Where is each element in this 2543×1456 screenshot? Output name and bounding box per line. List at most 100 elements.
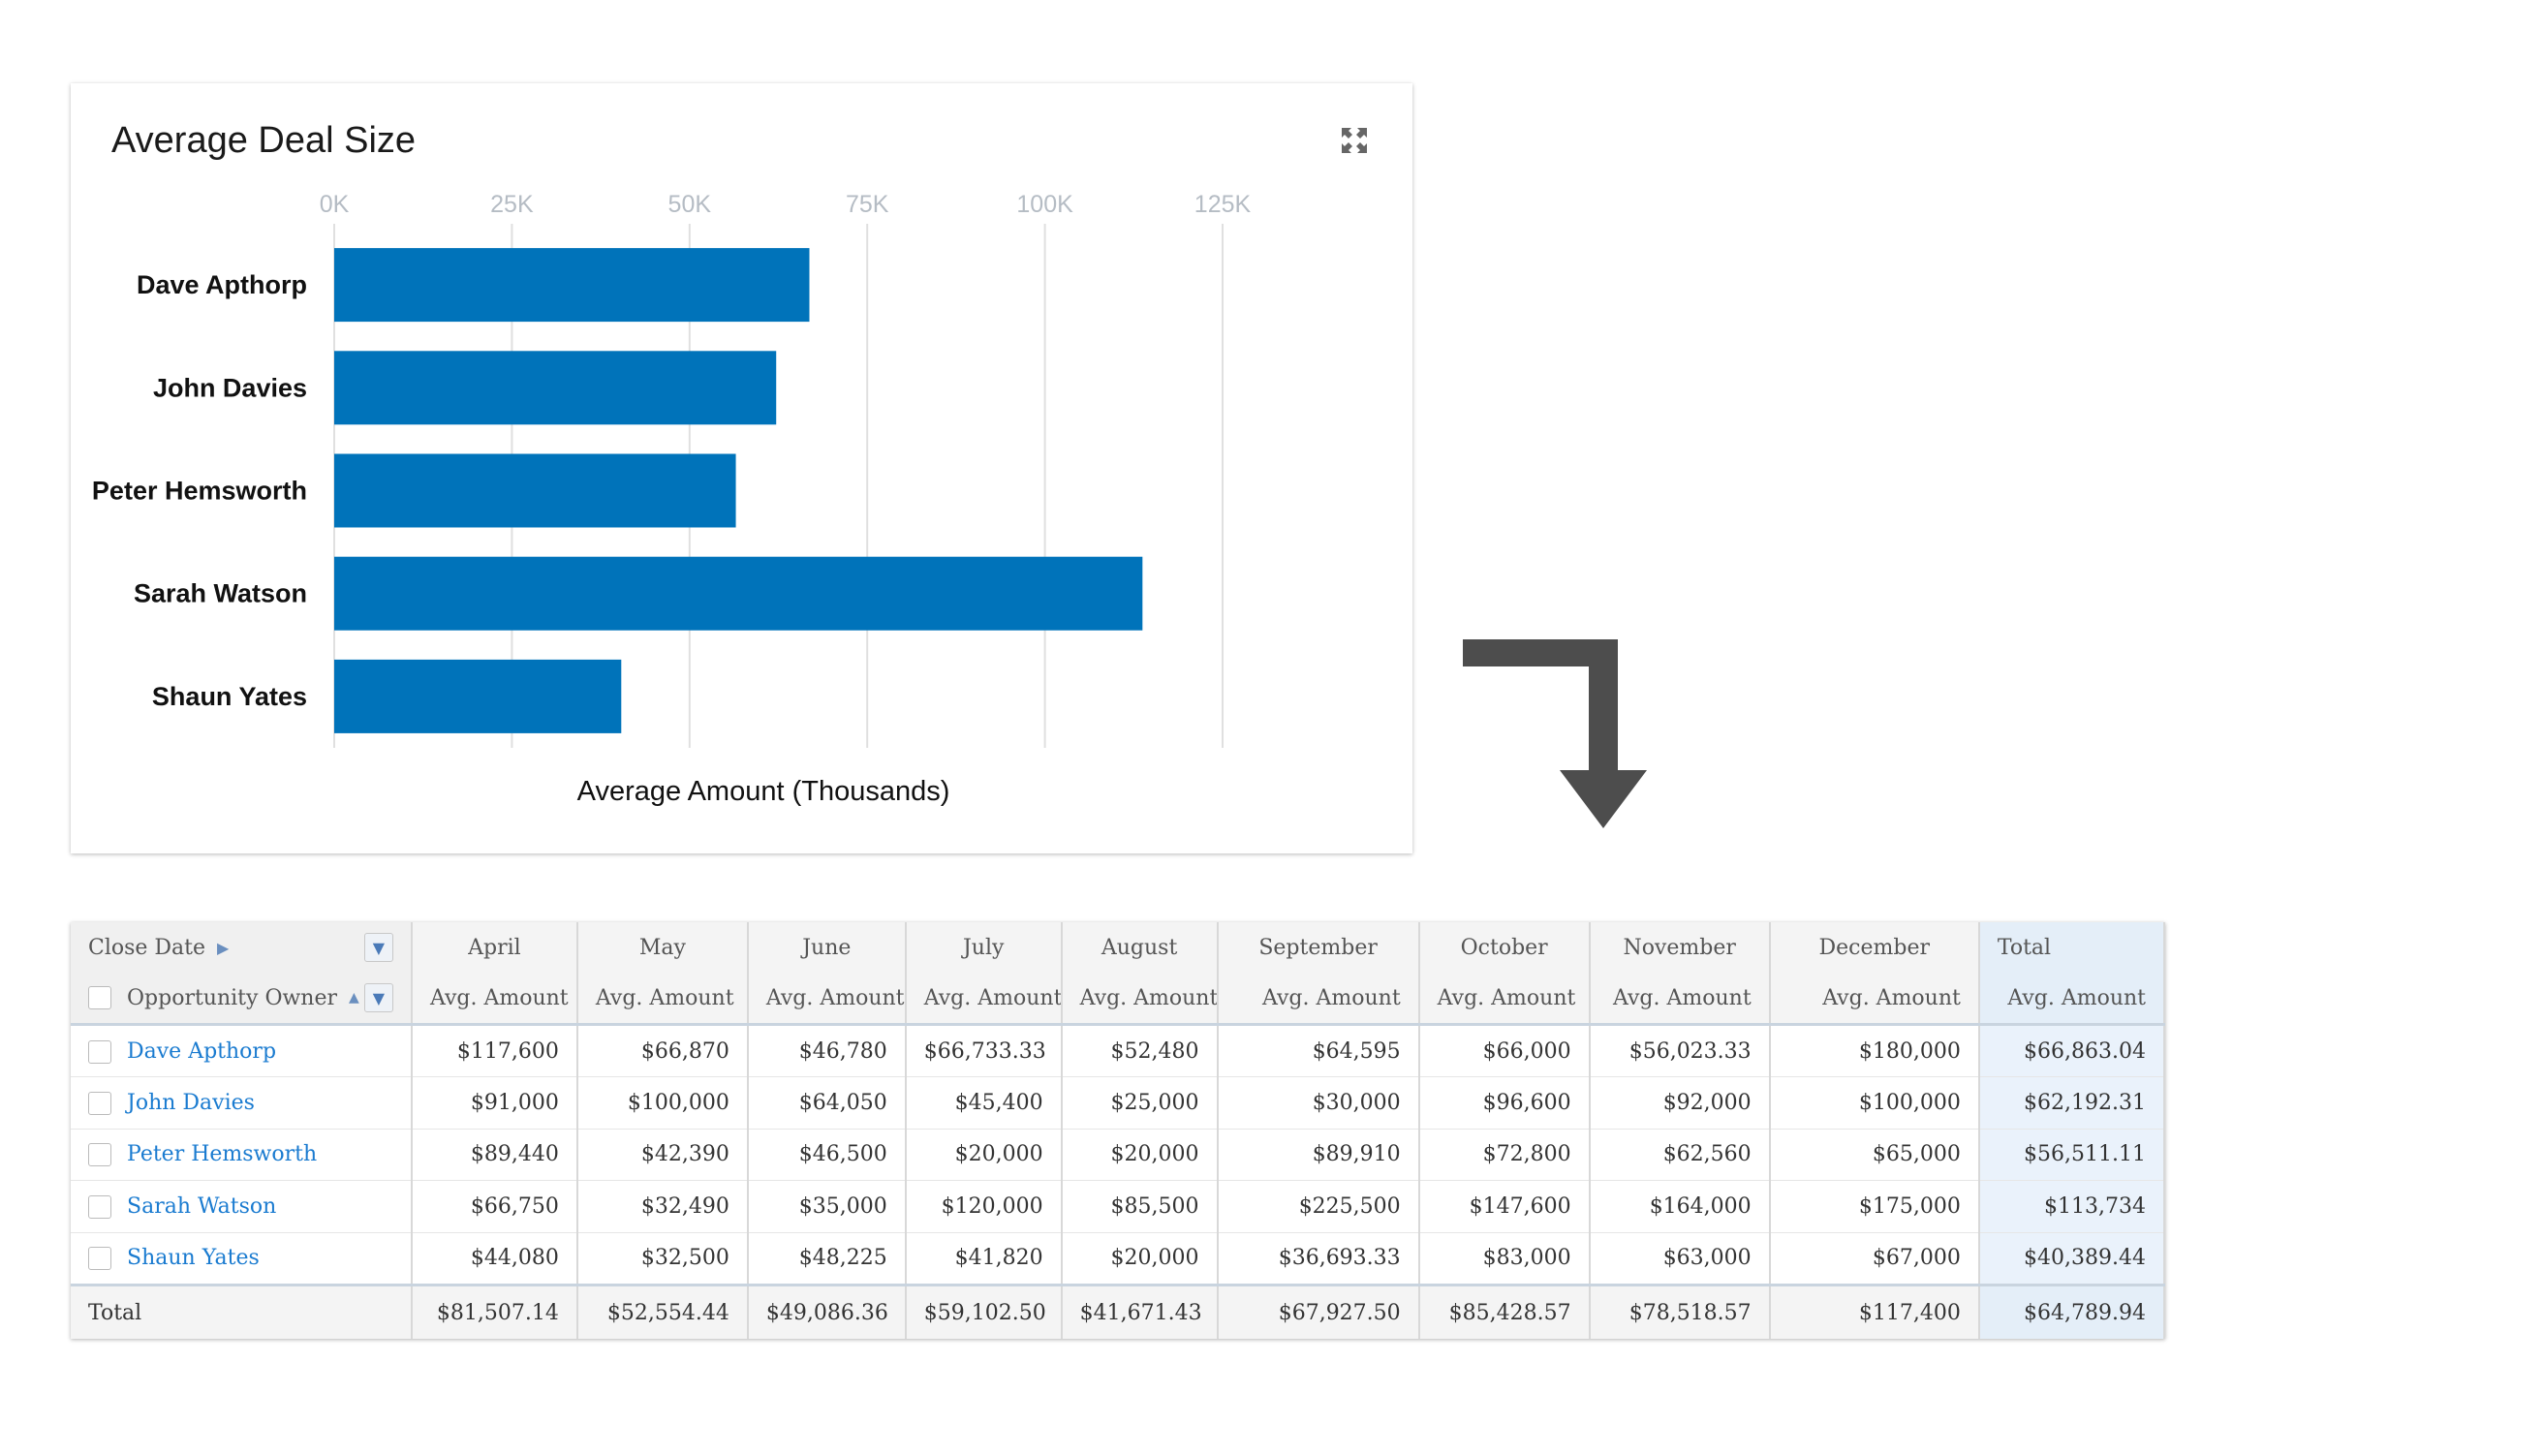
value-cell: $44,080: [411, 1232, 578, 1286]
month-header[interactable]: July: [905, 922, 1063, 973]
row-checkbox[interactable]: [88, 1092, 111, 1116]
value-cell: $67,000: [1769, 1232, 1980, 1286]
bar[interactable]: [334, 659, 622, 733]
value-cell: $100,000: [576, 1076, 749, 1130]
y-category-label: Dave Apthorp: [137, 270, 307, 299]
value-cell: $64,595: [1217, 1024, 1420, 1078]
opportunity-owner-header[interactable]: Opportunity Owner ▲ ▼: [71, 973, 413, 1026]
expand-icon[interactable]: [1340, 126, 1369, 155]
bar[interactable]: [334, 351, 777, 425]
value-cell: $175,000: [1769, 1180, 1980, 1233]
value-cell: $25,000: [1061, 1076, 1219, 1130]
total-header[interactable]: Total: [1978, 922, 2166, 973]
metric-header[interactable]: Avg. Amount: [905, 973, 1063, 1026]
owner-link[interactable]: Dave Apthorp: [127, 1038, 277, 1064]
owner-link[interactable]: Shaun Yates: [127, 1246, 260, 1271]
month-header[interactable]: May: [576, 922, 749, 973]
value-cell: $85,500: [1061, 1180, 1219, 1233]
value-cell: $32,500: [576, 1232, 749, 1286]
bar[interactable]: [334, 556, 1143, 631]
month-header[interactable]: December: [1769, 922, 1980, 973]
value-cell: $63,000: [1589, 1232, 1771, 1286]
value-cell: $225,500: [1217, 1180, 1420, 1233]
header-row-metrics: Opportunity Owner ▲ ▼ Avg. Amount Avg. A…: [71, 973, 2166, 1026]
row-total-cell: $113,734: [1978, 1180, 2166, 1233]
owner-cell: John Davies: [71, 1076, 413, 1130]
total-cell: $81,507.14: [411, 1284, 578, 1339]
value-cell: $147,600: [1418, 1180, 1591, 1233]
value-cell: $48,225: [747, 1232, 907, 1286]
total-cell: $49,086.36: [747, 1284, 907, 1339]
month-header[interactable]: April: [411, 922, 578, 973]
y-category-label: Peter Hemsworth: [92, 477, 307, 506]
total-cell: $41,671.43: [1061, 1284, 1219, 1339]
table-row: John Davies $91,000 $100,000 $64,050 $45,400…: [71, 1076, 2166, 1130]
x-tick-label: 25K: [490, 191, 534, 218]
value-cell: $96,600: [1418, 1076, 1591, 1130]
metric-header[interactable]: Avg. Amount: [1418, 973, 1591, 1026]
expand-triangle-icon[interactable]: ▶: [217, 938, 230, 957]
select-all-checkbox[interactable]: [88, 986, 111, 1009]
value-cell: $20,000: [1061, 1232, 1219, 1286]
row-checkbox[interactable]: [88, 1039, 111, 1064]
value-cell: $36,693.33: [1217, 1232, 1420, 1286]
value-cell: $20,000: [1061, 1129, 1219, 1182]
row-checkbox[interactable]: [88, 1247, 111, 1271]
month-header[interactable]: June: [747, 922, 907, 973]
month-header[interactable]: September: [1217, 922, 1420, 973]
owner-cell: Shaun Yates: [71, 1232, 413, 1286]
metric-header[interactable]: Avg. Amount: [1769, 973, 1980, 1026]
x-tick-label: 0K: [320, 191, 350, 218]
owner-cell: Dave Apthorp: [71, 1024, 413, 1078]
header-row-months: Close Date ▶ ▼ April May June July Augus…: [71, 922, 2166, 973]
metric-header[interactable]: Avg. Amount: [1061, 973, 1219, 1026]
table-row: Peter Hemsworth $89,440 $42,390 $46,500 $20,…: [71, 1129, 2166, 1182]
row-checkbox[interactable]: [88, 1143, 111, 1167]
value-cell: $89,440: [411, 1129, 578, 1182]
chart-card: Average Deal Size 0K 25K 50K 75K 100K 125K Dav…: [71, 83, 1412, 853]
close-date-header[interactable]: Close Date ▶ ▼: [71, 922, 413, 973]
value-cell: $30,000: [1217, 1076, 1420, 1130]
metric-header[interactable]: Avg. Amount: [1217, 973, 1420, 1026]
metric-header[interactable]: Avg. Amount: [747, 973, 907, 1026]
value-cell: $92,000: [1589, 1076, 1771, 1130]
value-cell: $45,400: [905, 1076, 1063, 1130]
row-total-cell: $62,192.31: [1978, 1076, 2166, 1130]
value-cell: $66,733.33: [905, 1024, 1063, 1078]
metric-header[interactable]: Avg. Amount: [1978, 973, 2166, 1026]
owner-link[interactable]: Sarah Watson: [127, 1193, 277, 1219]
month-header[interactable]: October: [1418, 922, 1591, 973]
metric-header[interactable]: Avg. Amount: [411, 973, 578, 1026]
x-tick-label: 100K: [1016, 191, 1073, 218]
bar[interactable]: [334, 453, 736, 528]
value-cell: $100,000: [1769, 1076, 1980, 1130]
row-checkbox[interactable]: [88, 1194, 111, 1219]
bar[interactable]: [334, 248, 810, 323]
value-cell: $89,910: [1217, 1129, 1420, 1182]
value-cell: $66,750: [411, 1180, 578, 1233]
owner-link[interactable]: John Davies: [127, 1091, 255, 1116]
filter-dropdown-icon[interactable]: ▼: [363, 983, 393, 1012]
bar-chart: 0K 25K 50K 75K 100K 125K Dave Apthorp John Davi…: [92, 191, 1252, 807]
month-header[interactable]: November: [1589, 922, 1771, 973]
grand-total-cell: $64,789.94: [1978, 1284, 2166, 1339]
y-category-label: Shaun Yates: [152, 682, 307, 711]
value-cell: $164,000: [1589, 1180, 1771, 1233]
value-cell: $180,000: [1769, 1024, 1980, 1078]
table-row: Shaun Yates $44,080 $32,500 $48,225 $41,820 $…: [71, 1232, 2166, 1286]
owner-cell: Sarah Watson: [71, 1180, 413, 1233]
row-total-cell: $40,389.44: [1978, 1232, 2166, 1286]
metric-header[interactable]: Avg. Amount: [1589, 973, 1771, 1026]
total-row-label: Total: [71, 1284, 413, 1339]
total-cell: $117,400: [1769, 1284, 1980, 1339]
value-cell: $32,490: [576, 1180, 749, 1233]
value-cell: $46,780: [747, 1024, 907, 1078]
owner-cell: Peter Hemsworth: [71, 1129, 413, 1182]
sort-ascending-icon[interactable]: ▲: [349, 990, 359, 1006]
owner-link[interactable]: Peter Hemsworth: [127, 1142, 318, 1167]
x-axis-label: Average Amount (Thousands): [577, 776, 950, 807]
month-header[interactable]: August: [1061, 922, 1219, 973]
metric-header[interactable]: Avg. Amount: [576, 973, 749, 1026]
filter-dropdown-icon[interactable]: ▼: [363, 933, 393, 962]
total-cell: $59,102.50: [905, 1284, 1063, 1339]
